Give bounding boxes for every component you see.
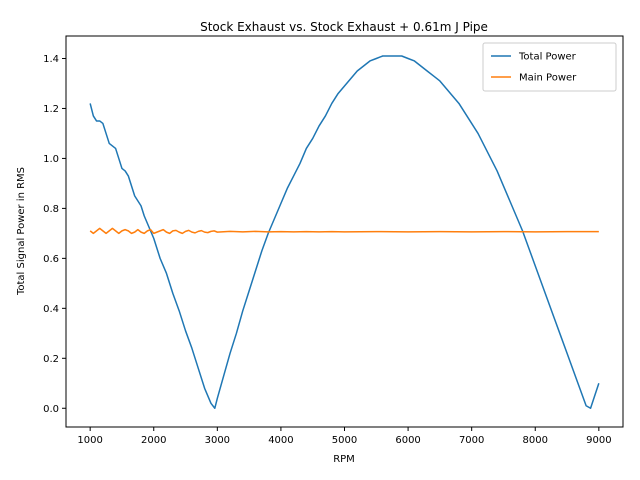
x-axis-label: RPM xyxy=(333,454,355,465)
y-tick-label: 0.6 xyxy=(43,254,59,265)
legend: Total Power Main Power xyxy=(482,42,617,92)
y-tick-label: 0.0 xyxy=(43,404,59,415)
y-tick-label: 1.2 xyxy=(43,104,59,115)
series-line-total-power xyxy=(89,55,600,410)
y-tick-label: 1.0 xyxy=(43,154,59,165)
y-axis-label: Total Signal Power in RMS xyxy=(16,167,27,296)
series-layer xyxy=(89,55,600,410)
legend-box xyxy=(482,42,617,92)
x-tick-label: 8000 xyxy=(523,435,548,446)
x-tick-label: 4000 xyxy=(268,435,293,446)
chart-title: Stock Exhaust vs. Stock Exhaust + 0.61m … xyxy=(200,20,488,34)
y-tick-label: 1.4 xyxy=(43,54,59,65)
x-tick-label: 3000 xyxy=(205,435,230,446)
x-axis: 1000 2000 3000 4000 5000 6000 7000 8000 9000 xyxy=(77,427,612,446)
x-tick-label: 7000 xyxy=(459,435,484,446)
series-line-main-power xyxy=(89,227,599,235)
y-axis: 0.0 0.2 0.4 0.6 0.8 1.0 1.2 1.4 xyxy=(43,54,66,415)
y-tick-label: 0.4 xyxy=(43,304,59,315)
legend-label-total-power: Total Power xyxy=(518,52,577,63)
x-tick-label: 5000 xyxy=(332,435,357,446)
x-tick-label: 6000 xyxy=(395,435,420,446)
legend-label-main-power: Main Power xyxy=(519,73,577,84)
y-tick-label: 0.8 xyxy=(43,204,59,215)
y-tick-label: 0.2 xyxy=(43,354,59,365)
x-tick-label: 9000 xyxy=(586,435,611,446)
x-tick-label: 1000 xyxy=(77,435,102,446)
x-tick-label: 2000 xyxy=(141,435,166,446)
